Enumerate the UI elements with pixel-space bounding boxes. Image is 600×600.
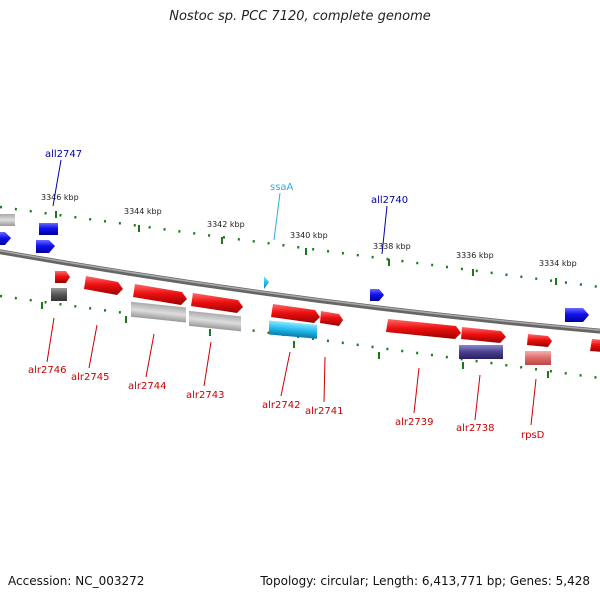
- gene-feature-ssaA[interactable]: [264, 276, 269, 289]
- gene-feature-rpsD-part[interactable]: [525, 351, 551, 365]
- gene-label-rpsD[interactable]: rpsD: [521, 430, 545, 441]
- gene-feature-rpsD[interactable]: [527, 334, 552, 347]
- genome-backbone-highlight: [0, 249, 600, 331]
- gene-feature-alr2746[interactable]: [55, 271, 70, 283]
- gene-label-alr2738[interactable]: alr2738: [456, 423, 494, 434]
- gene-label-all2740[interactable]: all2740: [371, 195, 408, 206]
- gene-feature-alr2744-part[interactable]: [131, 301, 186, 323]
- gene-feature-alr2738-part[interactable]: [459, 345, 503, 359]
- accession-text: Accession: NC_003272: [8, 574, 145, 588]
- kbp-label: 3346 kbp: [41, 193, 79, 202]
- gene-feature-alr2744[interactable]: [133, 284, 187, 305]
- gene-feature-alr2742[interactable]: [271, 304, 320, 323]
- genome-summary-text: Topology: circular; Length: 6,413,771 bp…: [260, 574, 590, 588]
- kbp-label: 3334 kbp: [539, 259, 577, 268]
- kbp-label: 3336 kbp: [456, 251, 494, 260]
- gene-feature-alr2745[interactable]: [84, 276, 123, 295]
- gene-label-alr2745[interactable]: alr2745: [71, 372, 109, 383]
- gene-feature-gray-partial[interactable]: [0, 214, 15, 226]
- kbp-label: 3342 kbp: [207, 220, 245, 229]
- gene-feature-red-right[interactable]: [590, 339, 600, 352]
- gene-label-alr2741[interactable]: alr2741: [305, 406, 343, 417]
- gene-feature-all2740[interactable]: [370, 289, 384, 301]
- map-title: Nostoc sp. PCC 7120, complete genome: [169, 9, 431, 24]
- gene-feature-alr2743-part[interactable]: [189, 310, 241, 332]
- kbp-label: 3338 kbp: [373, 242, 411, 251]
- lower-scale: [0, 294, 600, 380]
- gene-feature-alr2741[interactable]: [320, 311, 343, 326]
- gene-feature-blue-partial[interactable]: [0, 232, 11, 245]
- genome-backbone: [0, 249, 600, 334]
- gene-feature-all2747[interactable]: [39, 223, 58, 235]
- kbp-label: 3340 kbp: [290, 231, 328, 240]
- gene-feature-alr2743[interactable]: [191, 293, 243, 313]
- gene-feature-blue-small[interactable]: [36, 240, 55, 253]
- gene-feature-alr2738[interactable]: [461, 327, 506, 343]
- gene-label-alr2744[interactable]: alr2744: [128, 381, 166, 392]
- gene-feature-alr2739[interactable]: [386, 319, 461, 339]
- gene-label-alr2746[interactable]: alr2746: [28, 365, 66, 376]
- gene-label-all2747[interactable]: all2747: [45, 149, 82, 160]
- leader-lines: [46, 159, 537, 426]
- gene-label-ssaA[interactable]: ssaA: [270, 182, 294, 193]
- gene-feature-alr2746-part[interactable]: [51, 288, 67, 301]
- gene-label-alr2743[interactable]: alr2743: [186, 390, 224, 401]
- gene-label-alr2739[interactable]: alr2739: [395, 417, 433, 428]
- kbp-label: 3344 kbp: [124, 207, 162, 216]
- gene-feature-blue-right[interactable]: [565, 308, 589, 322]
- gene-label-alr2742[interactable]: alr2742: [262, 400, 300, 411]
- gene-feature-alr2742-rna[interactable]: [269, 320, 317, 339]
- upper-scale: [0, 205, 600, 289]
